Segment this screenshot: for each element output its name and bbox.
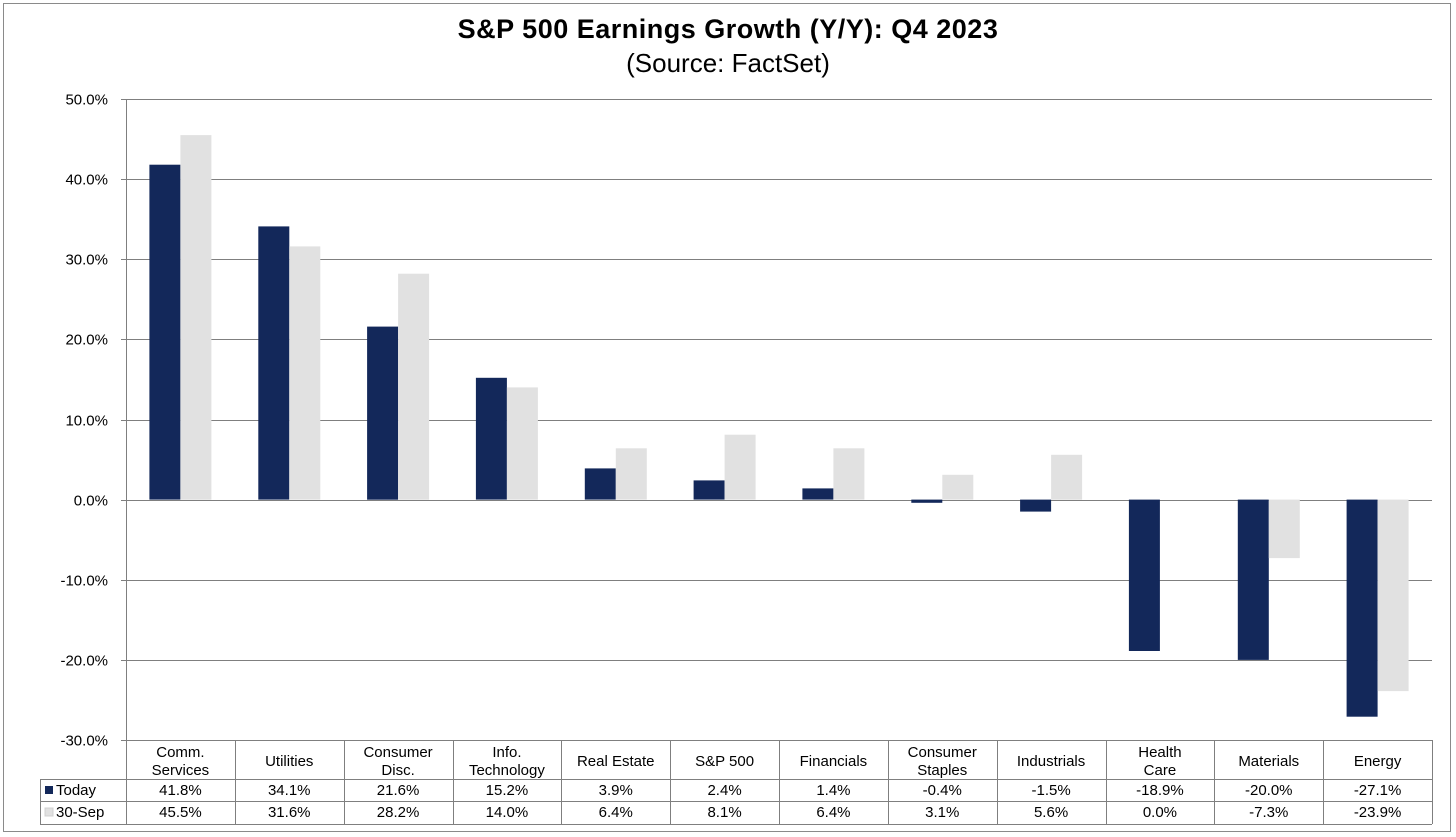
category-label-line: Utilities [265, 753, 313, 770]
data-label: 41.8% [159, 782, 202, 799]
data-label: 6.4% [599, 804, 633, 821]
bar-30-sep [398, 273, 430, 500]
bar-today [584, 468, 616, 500]
category-label-line: Services [152, 762, 210, 779]
bar-30-sep [506, 387, 538, 500]
y-tick-label: -10.0% [60, 573, 108, 590]
category-label-line: Consumer [363, 744, 432, 761]
y-tick-label: 50.0% [65, 92, 108, 109]
data-label: 28.2% [377, 804, 420, 821]
y-tick-label: 10.0% [65, 413, 108, 430]
data-label: 8.1% [707, 804, 741, 821]
bars [149, 135, 1409, 717]
bar-30-sep [833, 448, 865, 500]
data-label: 34.1% [268, 782, 311, 799]
bar-today [802, 488, 834, 500]
category-label-line: Consumer [908, 744, 977, 761]
category-label-line: Staples [917, 762, 967, 779]
bar-today [149, 164, 181, 500]
data-label: 3.9% [599, 782, 633, 799]
category-label: Real Estate [577, 753, 655, 770]
data-label: 6.4% [816, 804, 850, 821]
data-label: 14.0% [486, 804, 529, 821]
category-label: Financials [800, 753, 868, 770]
y-tick-label: 0.0% [74, 493, 108, 510]
data-label: 1.4% [816, 782, 850, 799]
bar-today [1346, 499, 1378, 717]
legend-swatch-today [45, 786, 53, 794]
category-label: Industrials [1017, 753, 1085, 770]
bar-today [1020, 499, 1052, 512]
bar-30-sep [942, 474, 974, 500]
data-label: 21.6% [377, 782, 420, 799]
y-tick-label: -30.0% [60, 733, 108, 750]
category-label: Comm.Services [152, 744, 210, 779]
bar-30-sep [1377, 499, 1409, 692]
category-label-line: Health [1138, 744, 1181, 761]
data-label: 15.2% [486, 782, 529, 799]
legend-label: 30-Sep [56, 804, 104, 821]
data-label: -27.1% [1354, 782, 1402, 799]
y-tick-label: 30.0% [65, 252, 108, 269]
category-label-line: Info. [492, 744, 521, 761]
chart-title: S&P 500 Earnings Growth (Y/Y): Q4 2023 [457, 14, 999, 44]
chart-frame [3, 3, 1451, 832]
data-label: 3.1% [925, 804, 959, 821]
bar-30-sep [1268, 499, 1300, 559]
data-label: 0.0% [1143, 804, 1177, 821]
bar-today [367, 326, 399, 500]
bar-today [475, 377, 507, 500]
bar-30-sep [1051, 454, 1083, 500]
bar-today [1237, 499, 1269, 660]
legend-label: Today [56, 782, 97, 799]
category-label-line: Materials [1238, 753, 1299, 770]
gridlines [126, 99, 1432, 741]
data-label: -20.0% [1245, 782, 1293, 799]
data-label: -23.9% [1354, 804, 1402, 821]
bar-30-sep [289, 246, 321, 500]
y-tick-label: -20.0% [60, 653, 108, 670]
data-label: 45.5% [159, 804, 202, 821]
bar-today [911, 499, 943, 503]
bar-today [1128, 499, 1160, 651]
data-table: Comm.ServicesUtilitiesConsumerDisc.Info.… [40, 740, 1433, 825]
bar-today [258, 226, 290, 500]
chart-subtitle: (Source: FactSet) [626, 48, 830, 78]
category-label-line: Industrials [1017, 753, 1085, 770]
category-label: Info.Technology [469, 744, 545, 779]
category-label-line: Financials [800, 753, 868, 770]
y-tick-label: 40.0% [65, 172, 108, 189]
category-label-line: Disc. [381, 762, 414, 779]
category-label-line: Technology [469, 762, 545, 779]
bar-30-sep [724, 434, 756, 500]
category-label-line: Comm. [156, 744, 204, 761]
data-label: -18.9% [1136, 782, 1184, 799]
category-label: Materials [1238, 753, 1299, 770]
category-label-line: S&P 500 [695, 753, 754, 770]
legend-swatch-30-sep [44, 807, 54, 817]
data-label: -7.3% [1249, 804, 1288, 821]
category-label: Energy [1354, 753, 1402, 770]
category-label: S&P 500 [695, 753, 754, 770]
category-label-line: Energy [1354, 753, 1402, 770]
bar-today [693, 480, 725, 500]
category-label: Utilities [265, 753, 313, 770]
y-tick-label: 20.0% [65, 332, 108, 349]
data-label: 5.6% [1034, 804, 1068, 821]
data-label: -0.4% [923, 782, 962, 799]
y-axis: -30.0% -20.0% -10.0% 0.0% 10.0% 20.0% 30.0% 40.… [60, 92, 127, 750]
category-label-line: Care [1144, 762, 1177, 779]
data-label: 2.4% [707, 782, 741, 799]
data-label: -1.5% [1031, 782, 1070, 799]
bar-30-sep [615, 448, 647, 500]
data-label: 31.6% [268, 804, 311, 821]
category-label-line: Real Estate [577, 753, 655, 770]
bar-30-sep [180, 135, 212, 500]
